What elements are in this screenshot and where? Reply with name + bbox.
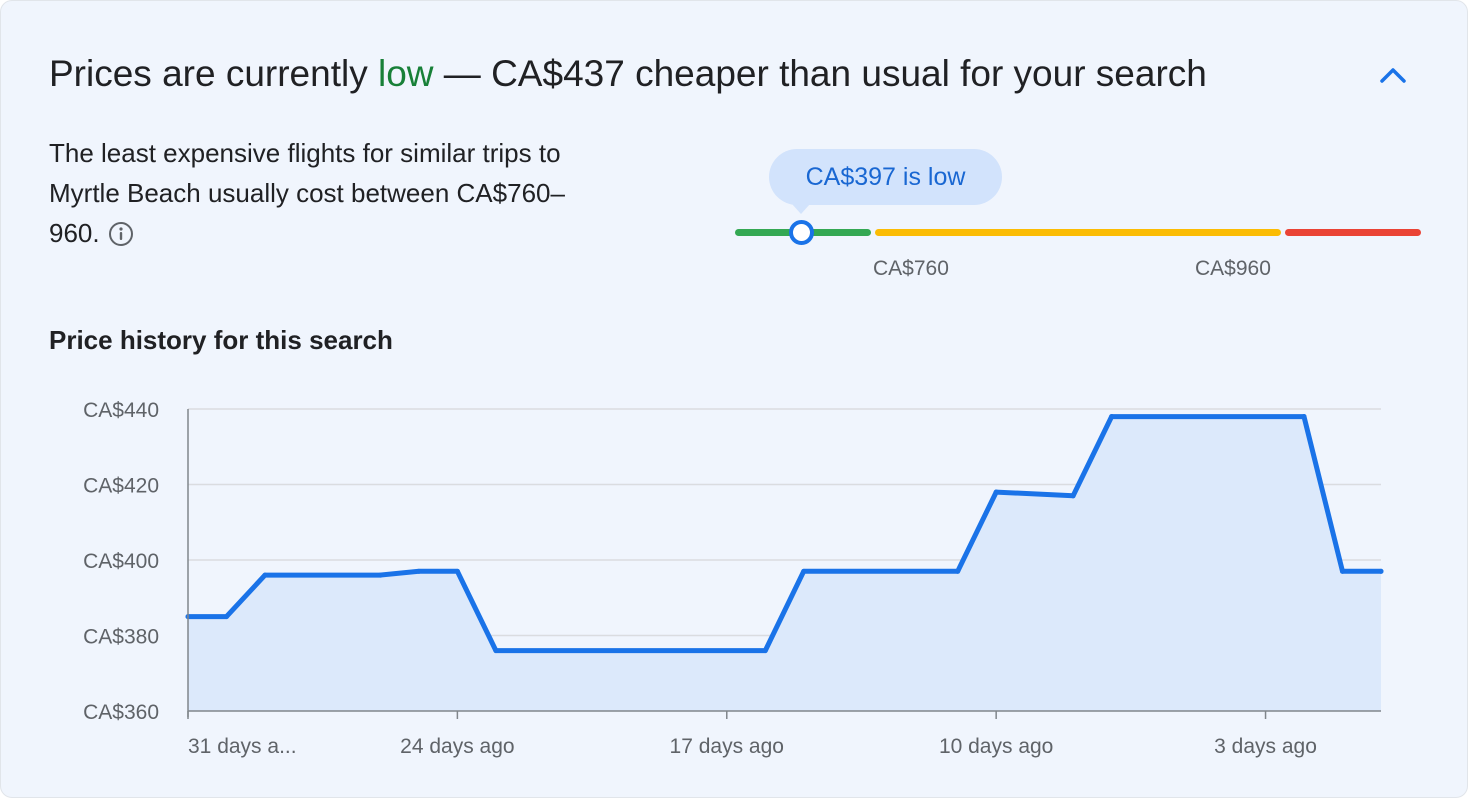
x-tick-label: 17 days ago	[670, 735, 784, 758]
x-tick-label: 31 days a...	[188, 735, 297, 758]
x-tick-label: 10 days ago	[939, 735, 1053, 758]
price-data-point	[416, 568, 422, 574]
price-data-point	[955, 568, 961, 574]
price-data-point	[1378, 568, 1384, 574]
headline-suffix: — CA$437 cheaper than usual for your sea…	[433, 53, 1207, 94]
price-data-point	[762, 648, 768, 654]
high-range-segment	[1285, 229, 1421, 236]
price-area-fill	[188, 416, 1381, 711]
price-history-chart[interactable]: CA$360 CA$380 CA$400 CA$420 CA$440 31 days a.…	[1, 381, 1468, 791]
price-data-point	[262, 572, 268, 578]
typical-high-label: CA$960	[1195, 257, 1271, 280]
y-tick-label: CA$420	[83, 475, 159, 498]
price-data-point	[493, 648, 499, 654]
current-price-marker	[789, 220, 814, 245]
price-data-point	[993, 489, 999, 495]
price-insight-headline: Prices are currently low — CA$437 cheape…	[49, 51, 1207, 97]
y-tick-label: CA$440	[83, 399, 159, 422]
typical-range-segment	[875, 229, 1281, 236]
y-tick-label: CA$360	[83, 701, 159, 724]
y-tick-label: CA$400	[83, 550, 159, 573]
price-data-point	[223, 614, 229, 620]
price-data-point	[1109, 414, 1115, 420]
price-history-title: Price history for this search	[49, 325, 393, 355]
low-range-segment	[735, 229, 871, 236]
typical-price-description: The least expensive flights for similar …	[49, 133, 569, 258]
description-text: The least expensive flights for similar …	[49, 138, 565, 248]
price-data-point	[1301, 414, 1307, 420]
price-data-point	[1070, 493, 1076, 499]
x-tick-label: 24 days ago	[400, 735, 514, 758]
collapse-button[interactable]	[1371, 55, 1415, 95]
x-tick-label: 3 days ago	[1214, 735, 1317, 758]
price-data-point	[454, 568, 460, 574]
bubble-pointer	[792, 204, 810, 214]
info-icon[interactable]	[108, 218, 134, 258]
price-data-point	[1340, 568, 1346, 574]
price-status-low: low	[378, 53, 434, 94]
typical-low-label: CA$760	[873, 257, 949, 280]
price-data-point	[377, 572, 383, 578]
headline-prefix: Prices are currently	[49, 53, 378, 94]
chevron-up-icon	[1380, 68, 1406, 83]
current-price-bubble: CA$397 is low	[769, 149, 1002, 205]
price-line	[185, 414, 1384, 654]
price-data-point	[801, 568, 807, 574]
y-tick-label: CA$380	[83, 626, 159, 649]
